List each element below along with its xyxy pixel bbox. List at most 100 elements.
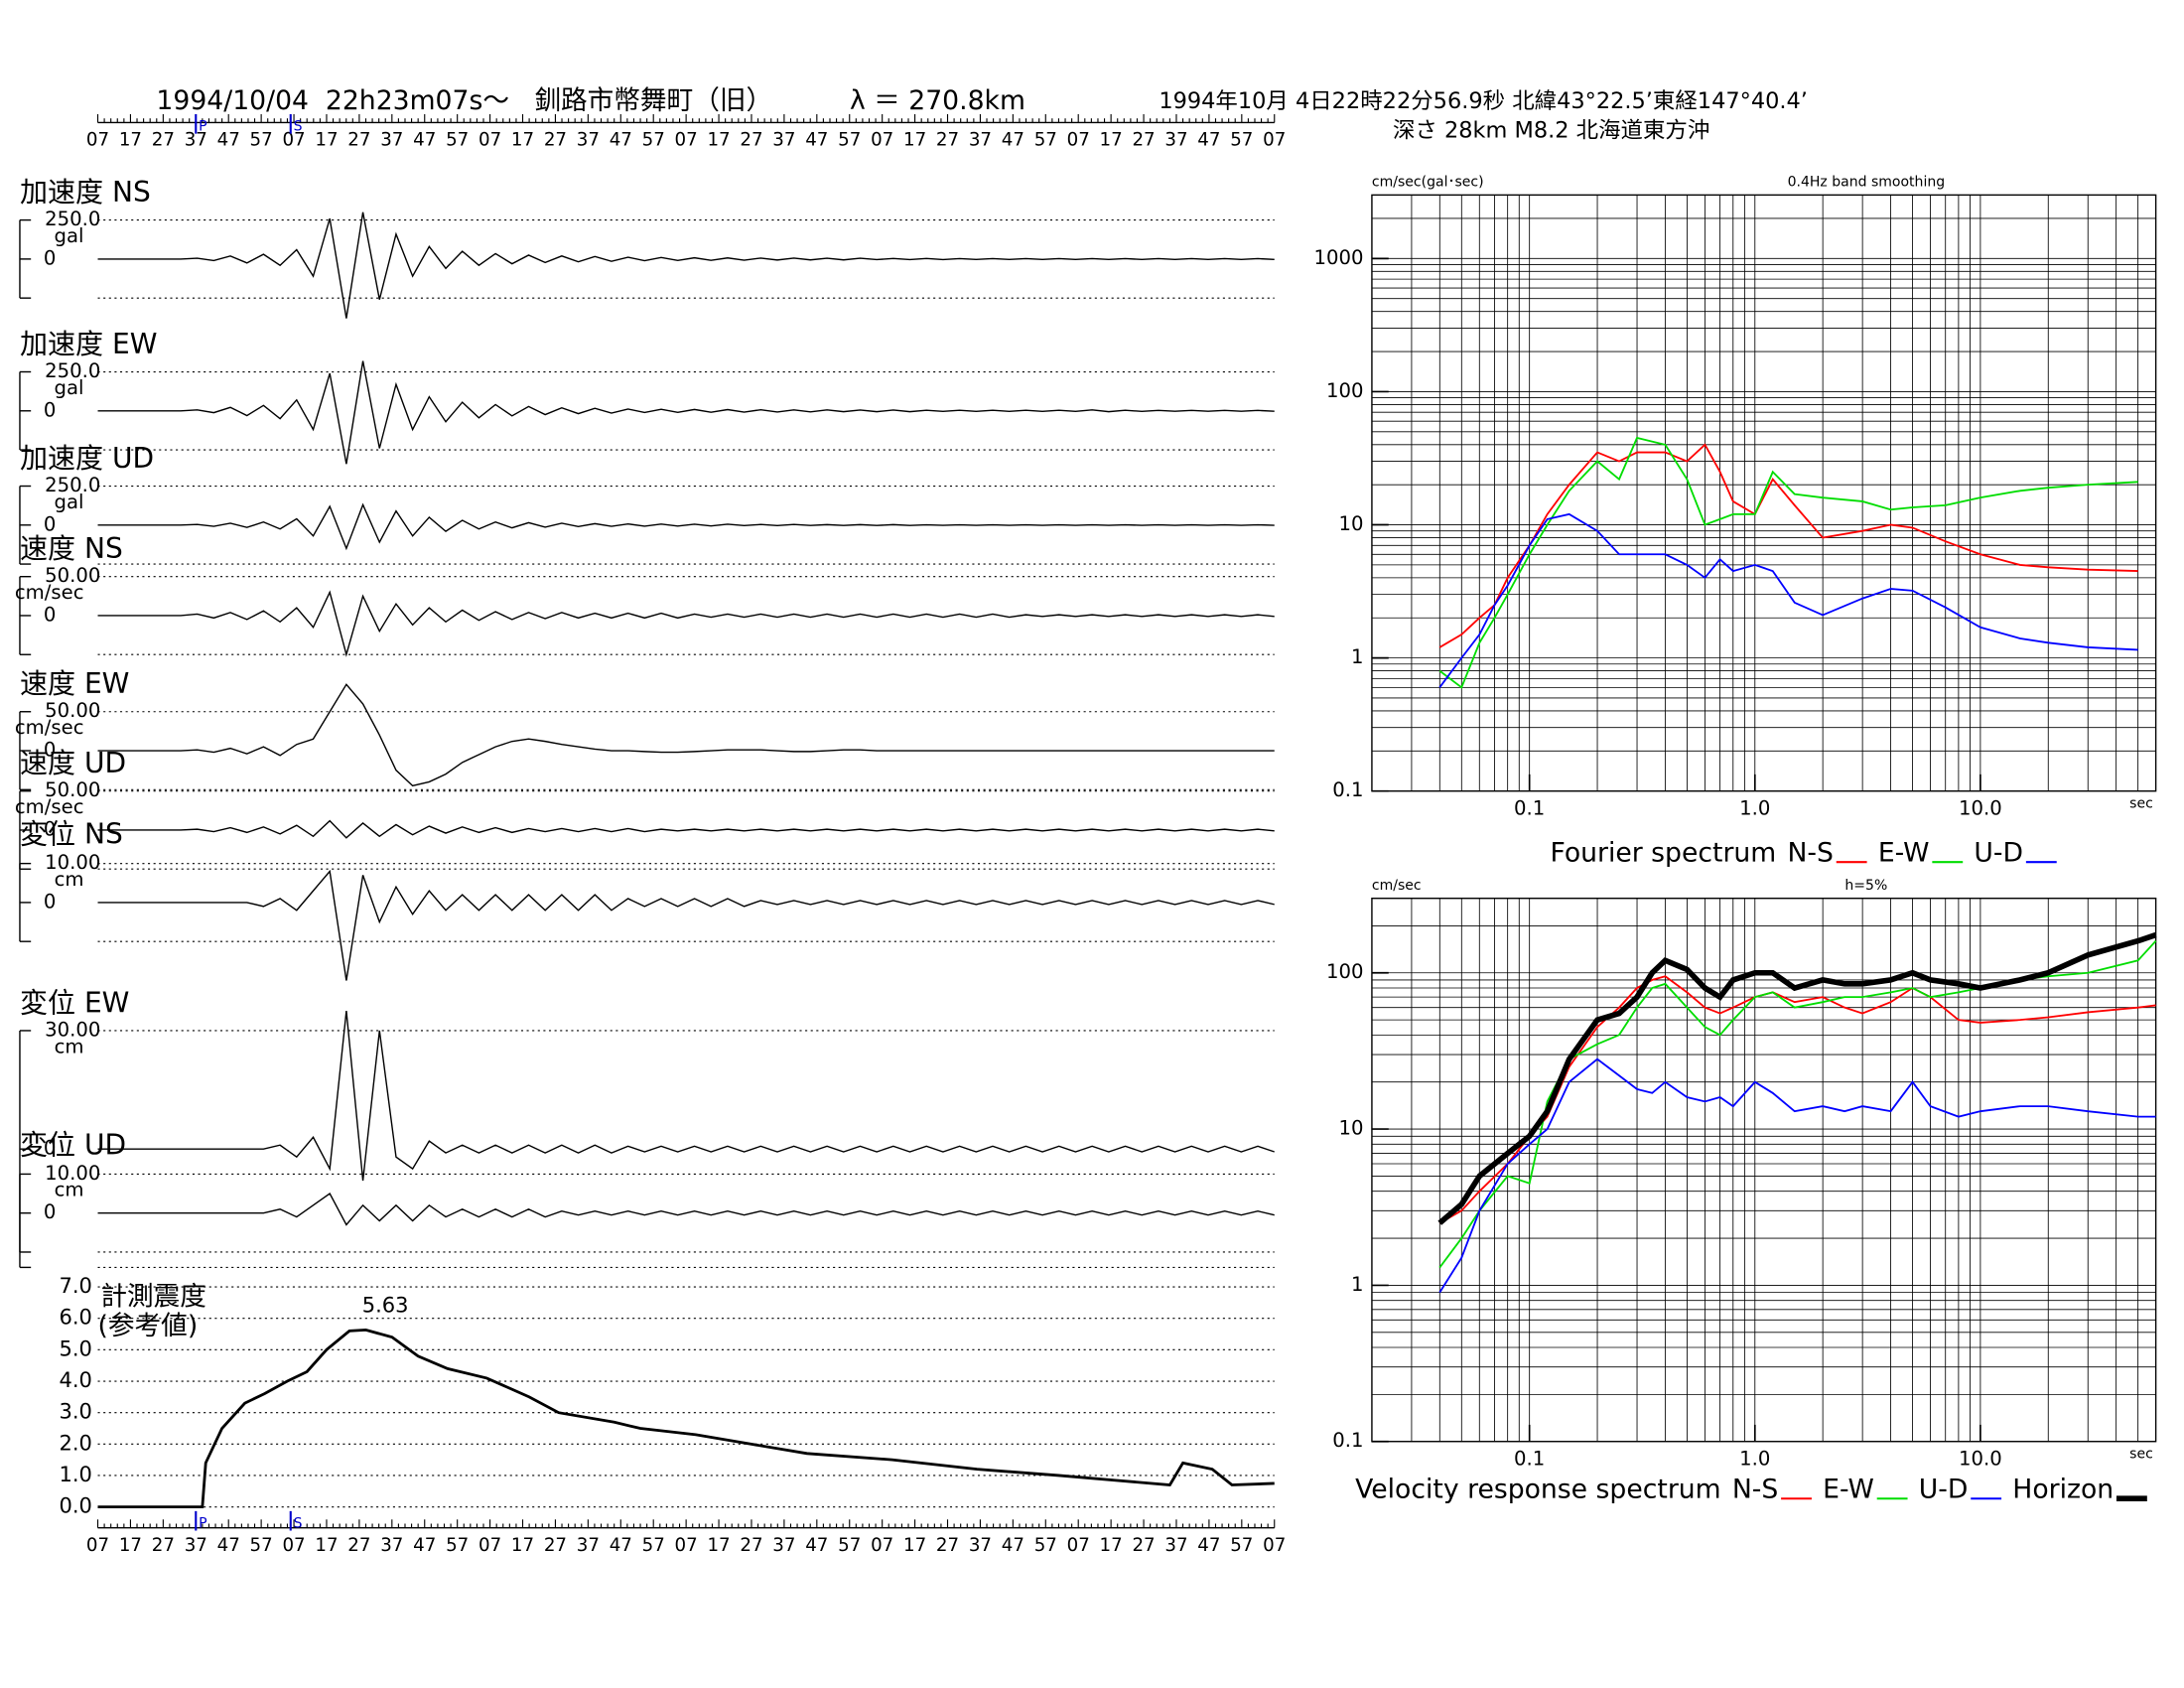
time-tick-label: 07 (282, 1535, 305, 1556)
time-tick-label: 27 (1132, 130, 1155, 151)
y-tick-label: 4.0 (59, 1367, 91, 1392)
x-tick-label: 0.1 (1514, 1447, 1545, 1470)
y-tick-label: 0 (44, 1137, 56, 1160)
trace-label: 速度 EW (20, 667, 129, 700)
y-tick-label: 6.0 (59, 1305, 91, 1330)
time-tick-label: 57 (1230, 1535, 1253, 1556)
intensity-note: (参考値) (98, 1311, 199, 1341)
y-tick-label: 0.1 (1332, 1429, 1363, 1452)
legend-label: Horizon (2012, 1474, 2114, 1504)
y-tick-label: 10.00 (45, 851, 100, 874)
time-tick-label: 17 (119, 1535, 142, 1556)
trace-label: 加速度 UD (20, 442, 154, 475)
y-tick-label: 1.0 (59, 1462, 91, 1486)
event-info: 1994年10月 4日22時22分56.9秒 北緯43°22.5’東経147°4… (1159, 88, 1808, 114)
time-tick-label: 47 (610, 130, 632, 151)
time-tick-label: 37 (577, 130, 600, 151)
y-tick-label: 50.00 (45, 699, 100, 722)
time-tick-label: 37 (185, 130, 207, 151)
y-tick-label: 100 (1326, 960, 1363, 983)
y-tick-label: 0 (44, 817, 56, 840)
y-axis-unit: cm/sec(gal･sec) (1372, 175, 1484, 191)
waveform (97, 502, 1275, 551)
time-tick-label: 57 (1034, 130, 1057, 151)
time-tick-label: 57 (1230, 130, 1253, 151)
trace-label: 変位 EW (20, 986, 129, 1019)
time-tick-label: 37 (969, 1535, 992, 1556)
x-tick-label: 0.1 (1514, 796, 1545, 819)
time-tick-label: 07 (86, 130, 109, 151)
waveform (97, 819, 1275, 839)
time-tick-label: 57 (838, 1535, 861, 1556)
y-tick-label: 250.0 (45, 208, 100, 230)
chart-subtitle: 0.4Hz band smoothing (1788, 175, 1946, 191)
x-tick-label: 10.0 (1959, 1447, 2002, 1470)
time-tick-label: 17 (903, 1535, 926, 1556)
time-tick-label: 37 (577, 1535, 600, 1556)
time-tick-label: 27 (347, 1535, 370, 1556)
time-tick-label: 47 (217, 130, 240, 151)
y-tick-label: 0 (44, 739, 56, 762)
y-tick-label: 30.00 (45, 1018, 100, 1041)
legend-label: U-D (1919, 1474, 1969, 1504)
x-axis-unit: sec (2129, 795, 2153, 811)
time-tick-label: 37 (380, 1535, 403, 1556)
waveform (97, 1010, 1275, 1182)
waveform (97, 360, 1275, 465)
peak-label: 5.63 (362, 1293, 409, 1318)
time-tick-label: 17 (315, 130, 338, 151)
y-tick-label: 2.0 (59, 1430, 91, 1455)
waveform (97, 1193, 1275, 1226)
trace-label: 速度 NS (20, 532, 123, 565)
y-axis-unit: cm/sec (1372, 878, 1422, 894)
unit-label: gal (55, 376, 84, 399)
y-tick-label: 1 (1351, 1273, 1364, 1296)
time-tick-label: 47 (805, 130, 828, 151)
time-tick-label: 57 (250, 1535, 273, 1556)
phase-label: S (294, 1515, 303, 1531)
y-tick-label: 5.0 (59, 1336, 91, 1360)
chart-subtitle: h=5% (1844, 878, 1887, 894)
time-tick-label: 47 (413, 1535, 436, 1556)
time-tick-label: 07 (871, 130, 893, 151)
time-tick-label: 07 (675, 1535, 698, 1556)
y-tick-label: 10.00 (45, 1162, 100, 1185)
time-tick-label: 57 (250, 130, 273, 151)
time-tick-label: 17 (1100, 1535, 1123, 1556)
x-axis-unit: sec (2129, 1446, 2153, 1462)
time-tick-label: 27 (936, 1535, 959, 1556)
time-tick-label: 27 (347, 130, 370, 151)
time-tick-label: 07 (282, 130, 305, 151)
time-tick-label: 07 (478, 1535, 501, 1556)
time-tick-label: 07 (871, 1535, 893, 1556)
legend-label: E-W (1823, 1474, 1874, 1504)
unit-label: cm (55, 868, 84, 891)
legend-label: U-D (1974, 837, 2023, 868)
unit-label: gal (55, 224, 84, 247)
trace-label: 加速度 NS (20, 176, 151, 209)
trace-label: 加速度 EW (20, 328, 158, 360)
y-tick-label: 0.1 (1332, 778, 1363, 801)
time-tick-label: 17 (119, 130, 142, 151)
time-tick-label: 57 (642, 130, 665, 151)
phase-label: P (199, 1515, 206, 1531)
unit-label: cm/sec (15, 581, 84, 604)
epicentral-distance: λ ＝ 270.8km (850, 85, 1025, 116)
time-tick-label: 07 (86, 1535, 109, 1556)
unit-label: gal (55, 491, 84, 513)
time-tick-label: 37 (969, 130, 992, 151)
time-tick-label: 07 (1067, 1535, 1090, 1556)
trace-label: 変位 UD (20, 1128, 126, 1161)
y-tick-label: 250.0 (45, 474, 100, 496)
spectrum-line (1438, 443, 2138, 648)
waveform (97, 683, 1275, 787)
time-tick-label: 17 (511, 130, 534, 151)
time-tick-label: 17 (315, 1535, 338, 1556)
time-tick-label: 27 (1132, 1535, 1155, 1556)
spectrum-line (1438, 512, 2138, 688)
time-tick-label: 47 (1002, 1535, 1024, 1556)
y-tick-label: 0 (44, 398, 56, 421)
time-tick-label: 47 (1197, 130, 1220, 151)
waveform (97, 211, 1275, 319)
time-tick-label: 27 (152, 1535, 175, 1556)
